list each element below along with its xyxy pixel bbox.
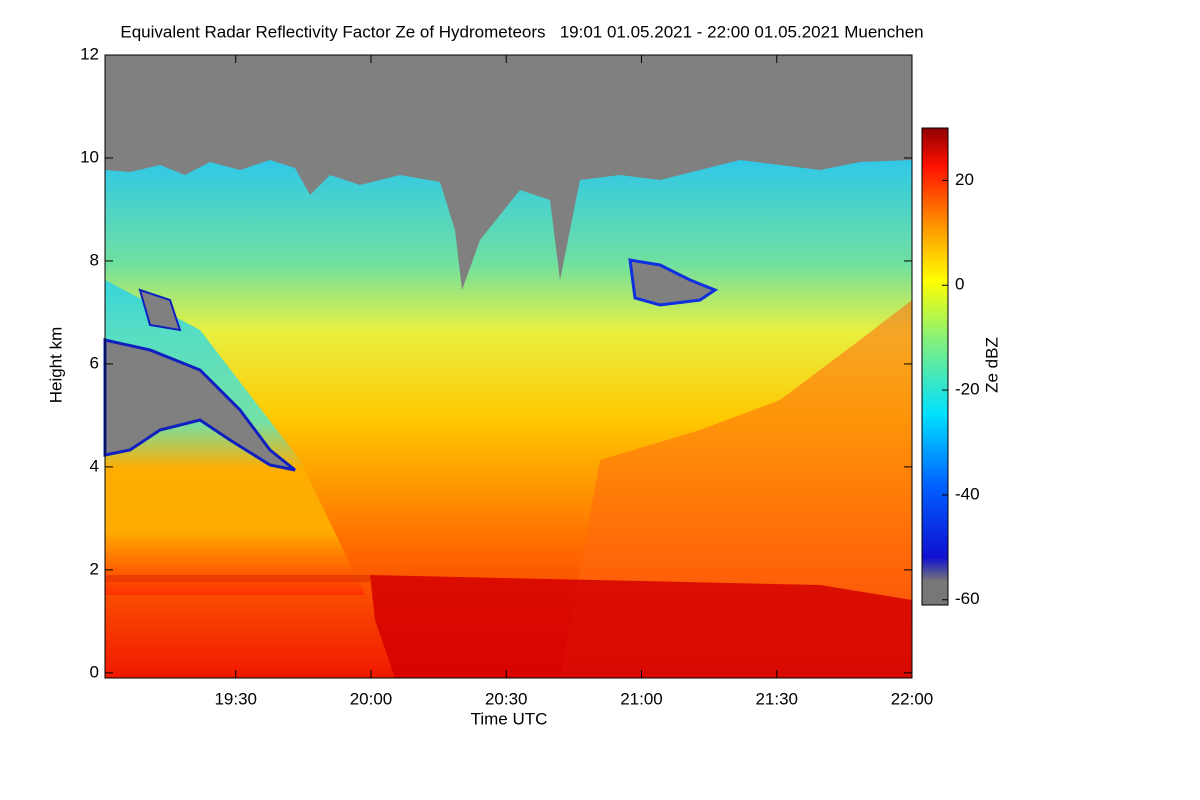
x-tick-label: 22:00: [891, 689, 934, 708]
plot-frame: [104, 54, 913, 679]
y-tick-label: 8: [90, 250, 99, 269]
x-axis-label: Time UTC: [471, 709, 548, 728]
y-tick-label: 0: [90, 662, 99, 681]
colorbar-tick-label: 20: [955, 170, 974, 189]
y-tick-label: 4: [90, 456, 99, 475]
y-tick-label: 2: [90, 559, 99, 578]
x-tick-label: 21:30: [755, 689, 798, 708]
x-tick-label: 21:00: [620, 689, 663, 708]
x-tick-label: 20:00: [350, 689, 393, 708]
colorbar-tick-label: 0: [955, 275, 964, 294]
y-tick-label: 6: [90, 353, 99, 372]
x-tick-label: 19:30: [214, 689, 257, 708]
y-axis-label: Height km: [46, 327, 65, 404]
field: [103, 55, 912, 678]
y-tick-label: 10: [80, 147, 99, 166]
chart-title: Equivalent Radar Reflectivity Factor Ze …: [120, 22, 923, 41]
colorbar-tick-label: -20: [955, 380, 980, 399]
colorbar-label: Ze dBZ: [982, 337, 1001, 393]
y-tick-label: 12: [80, 44, 99, 63]
colorbar: [921, 127, 949, 606]
colorbar-tick-label: -60: [955, 589, 980, 608]
colorbar-tick-label: -40: [955, 484, 980, 503]
x-tick-label: 20:30: [485, 689, 528, 708]
